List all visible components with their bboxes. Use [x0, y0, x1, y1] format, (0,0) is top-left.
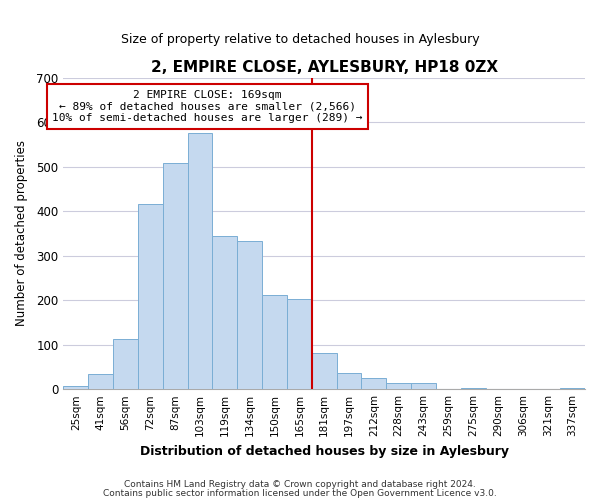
Bar [113, 340, 138, 389]
Bar [88, 374, 113, 389]
Bar [212, 236, 237, 389]
Bar [337, 372, 361, 389]
Bar [163, 163, 188, 389]
Y-axis label: Number of detached properties: Number of detached properties [15, 140, 28, 326]
Text: Contains HM Land Registry data © Crown copyright and database right 2024.: Contains HM Land Registry data © Crown c… [124, 480, 476, 489]
Bar [461, 388, 485, 389]
Bar [237, 241, 262, 389]
Bar [386, 384, 411, 389]
Bar [64, 386, 88, 389]
Bar [287, 299, 312, 389]
Bar [188, 133, 212, 389]
Bar [361, 378, 386, 389]
Bar [312, 352, 337, 389]
Text: 2 EMPIRE CLOSE: 169sqm
← 89% of detached houses are smaller (2,566)
10% of semi-: 2 EMPIRE CLOSE: 169sqm ← 89% of detached… [52, 90, 363, 123]
Title: 2, EMPIRE CLOSE, AYLESBURY, HP18 0ZX: 2, EMPIRE CLOSE, AYLESBURY, HP18 0ZX [151, 60, 498, 75]
Text: Contains public sector information licensed under the Open Government Licence v3: Contains public sector information licen… [103, 488, 497, 498]
Bar [411, 384, 436, 389]
Bar [138, 204, 163, 389]
Bar [560, 388, 585, 389]
Text: Size of property relative to detached houses in Aylesbury: Size of property relative to detached ho… [121, 32, 479, 46]
Bar [262, 295, 287, 389]
X-axis label: Distribution of detached houses by size in Aylesbury: Distribution of detached houses by size … [140, 444, 509, 458]
